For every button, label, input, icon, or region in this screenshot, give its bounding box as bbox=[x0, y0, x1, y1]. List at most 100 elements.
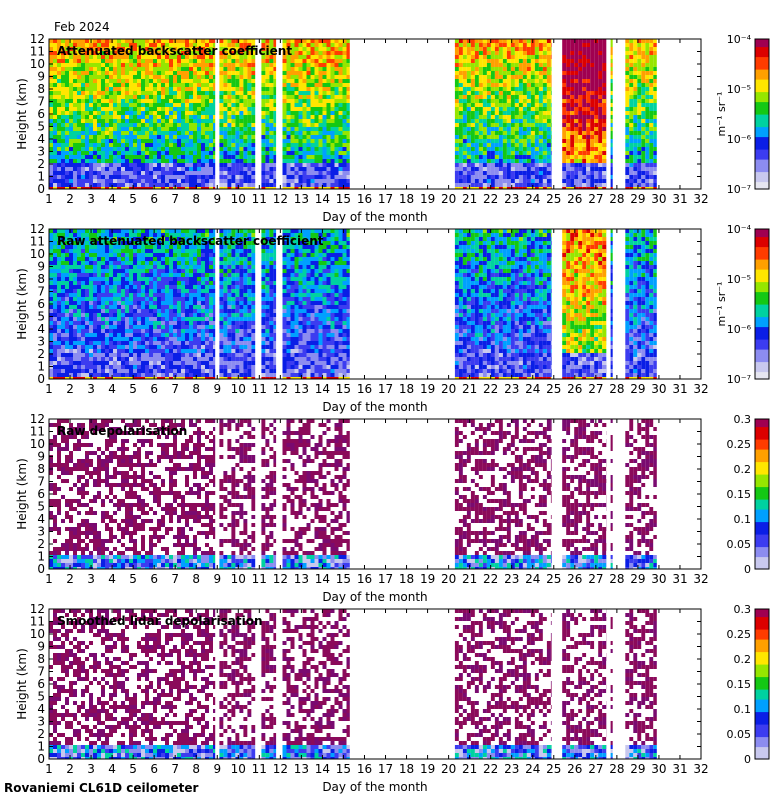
y-tick-label: 1 bbox=[37, 550, 45, 564]
x-tick-label: 2 bbox=[66, 192, 74, 206]
x-tick-label: 20 bbox=[441, 762, 456, 776]
x-tick-label: 11 bbox=[252, 572, 267, 586]
x-tick-label: 9 bbox=[213, 192, 221, 206]
x-tick-label: 30 bbox=[651, 572, 666, 586]
data-block bbox=[562, 419, 607, 569]
x-tick-label: 17 bbox=[378, 382, 393, 396]
x-axis-label: Day of the month bbox=[322, 210, 427, 224]
x-tick-label: 12 bbox=[273, 192, 288, 206]
x-tick-label: 13 bbox=[294, 382, 309, 396]
y-axis-label: Height (km) bbox=[15, 648, 29, 719]
x-tick-label: 27 bbox=[588, 192, 603, 206]
x-tick-label: 25 bbox=[546, 572, 561, 586]
x-tick-label: 28 bbox=[609, 192, 624, 206]
x-tick-label: 23 bbox=[504, 762, 519, 776]
y-tick-label: 8 bbox=[37, 652, 45, 666]
data-block bbox=[282, 419, 350, 569]
colorbar-tick-label: 0.05 bbox=[727, 728, 752, 741]
x-tick-label: 17 bbox=[378, 192, 393, 206]
data-block bbox=[562, 609, 607, 759]
y-tick-label: 2 bbox=[37, 727, 45, 741]
data-block bbox=[625, 419, 657, 569]
x-axis-label: Day of the month bbox=[322, 400, 427, 414]
y-tick-label: 10 bbox=[30, 57, 45, 71]
x-tick-label: 4 bbox=[108, 192, 116, 206]
x-tick-label: 18 bbox=[399, 382, 414, 396]
data-block bbox=[219, 39, 256, 189]
x-tick-label: 17 bbox=[378, 572, 393, 586]
x-tick-label: 19 bbox=[420, 382, 435, 396]
x-tick-label: 32 bbox=[693, 382, 708, 396]
x-tick-label: 29 bbox=[630, 572, 645, 586]
data-block bbox=[562, 39, 607, 189]
data-block bbox=[625, 229, 657, 379]
y-tick-label: 7 bbox=[37, 665, 45, 679]
y-tick-label: 2 bbox=[37, 347, 45, 361]
data-block bbox=[261, 39, 277, 189]
x-tick-label: 29 bbox=[630, 762, 645, 776]
x-tick-label: 14 bbox=[315, 572, 330, 586]
y-tick-label: 7 bbox=[37, 475, 45, 489]
x-tick-label: 25 bbox=[546, 192, 561, 206]
colorbar-tick-label: 10⁻⁴ bbox=[727, 223, 752, 236]
x-tick-label: 24 bbox=[525, 382, 540, 396]
colorbar: 10⁻⁷ 10⁻⁶ 10⁻⁵ 10⁻⁴ m⁻¹ sr⁻¹ bbox=[715, 33, 770, 196]
month-label: Feb 2024 bbox=[54, 20, 110, 34]
x-tick-label: 8 bbox=[192, 192, 200, 206]
colorbar-tick-label: 0.05 bbox=[727, 538, 752, 551]
y-tick-label: 0 bbox=[37, 372, 45, 386]
y-tick-label: 8 bbox=[37, 272, 45, 286]
data-block bbox=[610, 229, 613, 379]
x-tick-label: 31 bbox=[672, 382, 687, 396]
y-tick-label: 10 bbox=[30, 437, 45, 451]
y-tick-label: 9 bbox=[37, 260, 45, 274]
data-block bbox=[454, 609, 552, 759]
x-tick-label: 12 bbox=[273, 382, 288, 396]
y-tick-label: 11 bbox=[30, 45, 45, 59]
y-tick-label: 5 bbox=[37, 500, 45, 514]
x-axis-label: Day of the month bbox=[322, 780, 427, 794]
x-tick-label: 6 bbox=[150, 572, 158, 586]
data-block bbox=[219, 229, 256, 379]
colorbar-tick-label: 0.15 bbox=[727, 678, 752, 691]
x-tick-label: 32 bbox=[693, 572, 708, 586]
x-tick-label: 7 bbox=[171, 192, 179, 206]
x-tick-label: 26 bbox=[567, 192, 582, 206]
x-tick-label: 31 bbox=[672, 762, 687, 776]
colorbar-tick-label: 0.25 bbox=[727, 438, 752, 451]
colorbar-tick-label: 0.1 bbox=[734, 703, 752, 716]
colorbar-tick-label: 0.1 bbox=[734, 513, 752, 526]
y-tick-label: 1 bbox=[37, 360, 45, 374]
x-tick-label: 21 bbox=[462, 382, 477, 396]
x-tick-label: 12 bbox=[273, 762, 288, 776]
x-tick-label: 32 bbox=[693, 192, 708, 206]
colorbar-tick-label: 0.3 bbox=[734, 603, 752, 616]
panel-title: Raw depolarisation bbox=[57, 424, 187, 438]
y-tick-label: 3 bbox=[37, 715, 45, 729]
x-tick-label: 22 bbox=[483, 382, 498, 396]
x-tick-label: 31 bbox=[672, 192, 687, 206]
colorbar-tick-label: 10⁻⁴ bbox=[727, 33, 752, 46]
x-tick-label: 9 bbox=[213, 382, 221, 396]
y-tick-label: 1 bbox=[37, 740, 45, 754]
x-tick-label: 4 bbox=[108, 382, 116, 396]
data-block bbox=[49, 609, 216, 759]
colorbar-tick-label: 10⁻⁵ bbox=[727, 273, 751, 286]
x-tick-label: 20 bbox=[441, 192, 456, 206]
x-tick-label: 20 bbox=[441, 382, 456, 396]
y-tick-label: 4 bbox=[37, 322, 45, 336]
y-tick-label: 10 bbox=[30, 247, 45, 261]
panel-title: Smoothed lidar depolarisation bbox=[57, 614, 263, 628]
y-tick-label: 5 bbox=[37, 310, 45, 324]
y-tick-label: 4 bbox=[37, 132, 45, 146]
x-tick-label: 30 bbox=[651, 762, 666, 776]
colorbar: 0 0.05 0.1 0.15 0.2 0.25 0.3 bbox=[727, 413, 770, 576]
y-tick-label: 9 bbox=[37, 640, 45, 654]
x-tick-label: 13 bbox=[294, 762, 309, 776]
data-block bbox=[454, 39, 552, 189]
x-tick-label: 15 bbox=[336, 762, 351, 776]
data-block bbox=[49, 419, 216, 569]
